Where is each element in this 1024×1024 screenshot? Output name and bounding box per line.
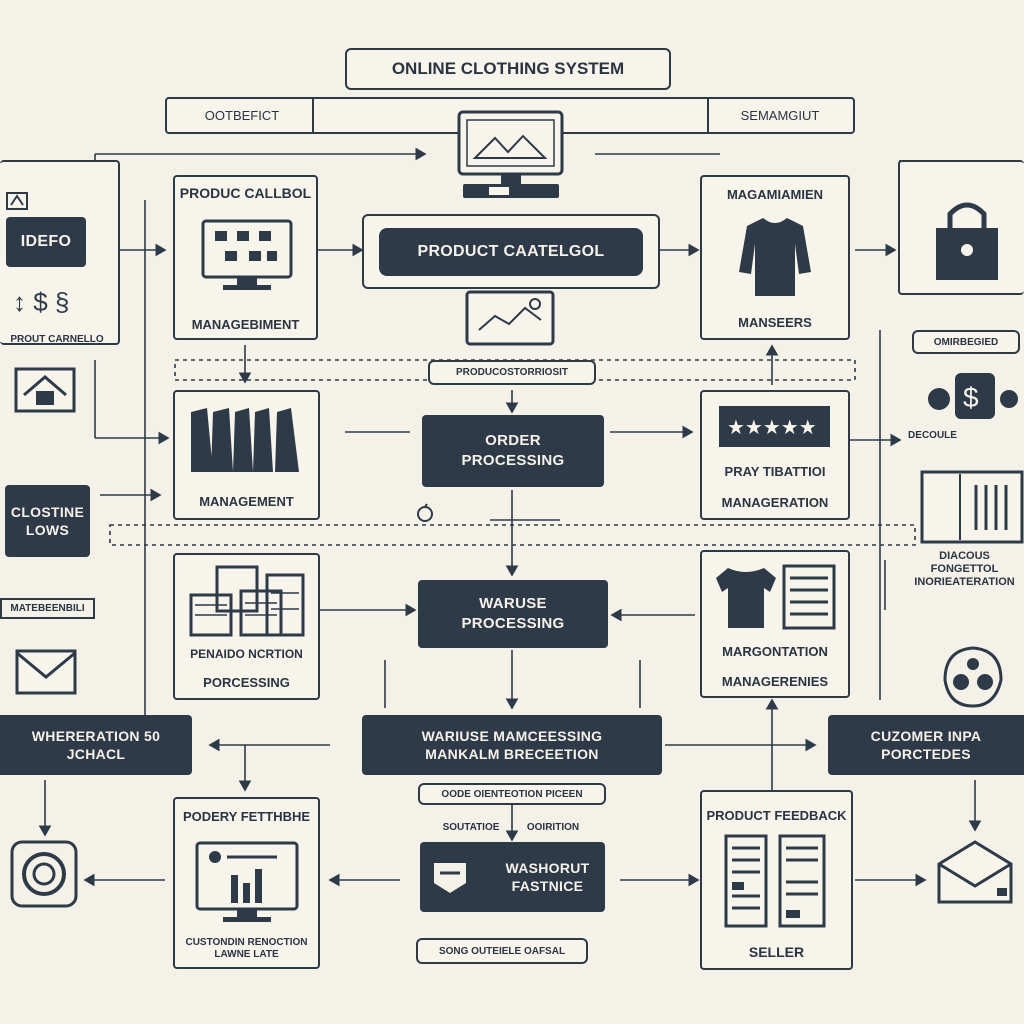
product-catalog-mgmt-card: PRODUC CALLBOL MANAGEBIMENT [173, 175, 318, 340]
pray-management-subtitle: MANAGERATION [721, 495, 829, 510]
product-fetching-title: PODERY FETTHBHE [182, 809, 311, 824]
provider-processing-title: PENAIDO NCRTION [190, 647, 303, 661]
money-icon: $ [925, 365, 1020, 425]
left-tag-small: MATEBEENBILI [0, 598, 95, 619]
svg-text:★★★★★: ★★★★★ [727, 415, 817, 439]
product-catalog-mgmt-subtitle: MANAGEBIMENT [191, 317, 300, 332]
envelope-icon [15, 645, 77, 700]
chart-monitor-icon [193, 839, 301, 927]
top-bar-right-label: SEMAMGIUT [740, 108, 820, 123]
managers-subtitle: MANSEERS [738, 315, 812, 330]
right-top-tag: OMIRBEGIED [912, 330, 1020, 354]
margin-management-title: MARGONTATION [722, 644, 828, 659]
washout-fastnice-label: WASHORUT FASTNICE [505, 860, 590, 894]
coins-icon [187, 563, 307, 638]
managers-title: MAGAMIAMIEN [726, 187, 824, 202]
svg-text:↕ $ §: ↕ $ § [13, 287, 69, 317]
connector-label-right: OOIRITION [526, 822, 580, 833]
flag-icon [6, 192, 28, 210]
product-feedback-card: PRODUCT FEEDBACK SELLER [700, 790, 853, 970]
top-bar-left-label: OOTBEFICT [204, 108, 280, 123]
product-catalog-mgmt-title: PRODUC CALLBOL [179, 185, 312, 201]
stars-icon: ★★★★★ [717, 404, 832, 449]
book-icon [920, 470, 1024, 545]
documents-icon [720, 832, 830, 932]
product-customer-tag: PRODUCOSTORRIOSIT [428, 360, 596, 385]
left-top-label: IDEFO [6, 217, 86, 267]
margin-management-subtitle: MANAGERENIES [721, 674, 829, 689]
wharehouse-left[interactable]: WHERERATION 50 JCHACL [0, 715, 192, 775]
center-wide[interactable]: WARIUSE MAMCEESSING MANKALM BRECEETION [362, 715, 662, 775]
connector-label-left: SOUTATIOE [442, 822, 500, 833]
provider-processing-card: PENAIDO NCRTION PORCESSING [173, 553, 320, 700]
left-top-panel: IDEFO ↕ $ § PROUT CARNELLO [0, 160, 120, 345]
left-top-caption: PROUT CARNELLO [10, 334, 104, 345]
monitor-icon [197, 217, 297, 297]
pray-management-title: PRAY TIBATTIOI [724, 464, 826, 479]
shop-icon [10, 365, 80, 415]
product-feedback-subtitle: SELLER [748, 944, 805, 960]
lock-icon [932, 190, 1002, 285]
apple-icon [415, 503, 435, 523]
gears-icon [935, 640, 1010, 710]
bottom-tag: SONG OUTEIELE OAFSAL [416, 938, 588, 964]
screen-chart-icon [465, 290, 555, 348]
margin-management-card: MARGONTATION MANAGERENIES [700, 550, 850, 698]
envelope-open-icon [935, 838, 1015, 908]
odds-tag: OODE OIENTEOTION PICEEN [418, 783, 606, 805]
warehouse-processing[interactable]: WARUSE PROCESSING [418, 580, 608, 648]
management-card: MANAGEMENT [173, 390, 320, 520]
tshirt-icon [714, 562, 839, 632]
closing-lows[interactable]: CLOSTINE LOWS [5, 485, 90, 557]
pray-management-card: ★★★★★ PRAY TIBATTIOI MANAGERATION [700, 390, 850, 520]
managers-card: MAGAMIAMIEN MANSEERS [700, 175, 850, 340]
product-catalog-center[interactable]: PRODUCT CAATELGOL [379, 228, 643, 276]
product-catalog-center-frame: PRODUCT CAATELGOL [362, 214, 660, 289]
product-fetching-card: PODERY FETTHBHE CUSTONDIN RENOCTION LAWN… [173, 797, 320, 969]
provider-processing-subtitle: PORCESSING [203, 675, 290, 690]
management-label: MANAGEMENT [199, 494, 294, 509]
product-fetching-caption: CUSTONDIN RENOCTION LAWNE LATE [185, 937, 308, 960]
product-feedback-title: PRODUCT FEEDBACK [706, 808, 847, 823]
right-top-panel [898, 160, 1024, 295]
diagram-title: ONLINE CLOTHING SYSTEM [345, 48, 671, 90]
order-processing[interactable]: ORDER PROCESSING [422, 415, 604, 487]
shirt-icon [735, 212, 815, 302]
right-doc-caption: DIACOUS FONGETTOL INORIEATERATION [914, 550, 1015, 588]
svg-text:$: $ [963, 382, 979, 413]
monitor-icon [453, 108, 568, 208]
clothes-rack-icon [187, 402, 307, 477]
right-decoule-label: DECOULE [908, 430, 957, 441]
tag-icon [430, 857, 470, 897]
money-icon: ↕ $ § [8, 287, 98, 317]
customer-inputs[interactable]: CUZOMER INPA PORCTEDES [828, 715, 1024, 775]
target-icon [10, 840, 78, 908]
